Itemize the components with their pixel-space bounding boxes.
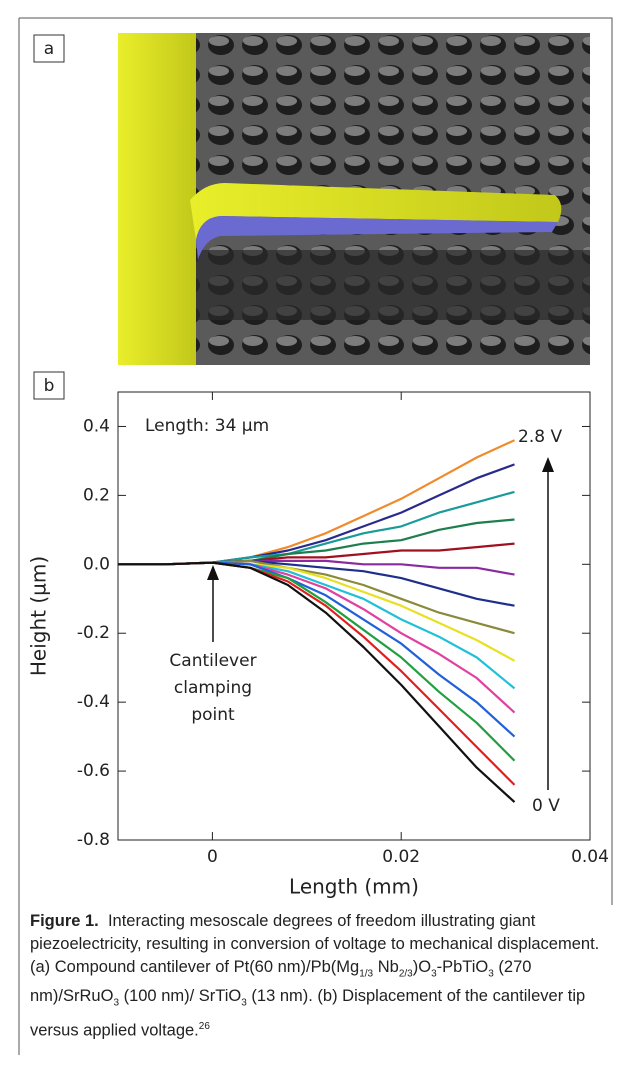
- annotation: point: [191, 705, 235, 725]
- panel-b-label: b: [33, 371, 65, 400]
- x-tick-label: 0.02: [382, 847, 420, 867]
- caption-sub: 1/3: [359, 968, 374, 980]
- sem-image: [118, 33, 590, 365]
- panel-label: b: [44, 376, 55, 396]
- caption-text: Nb: [373, 958, 399, 976]
- caption-label: Figure 1.: [30, 912, 99, 930]
- y-tick-label: -0.2: [77, 623, 110, 643]
- y-tick-label: -0.6: [77, 761, 110, 781]
- annotation: Length: 34 µm: [145, 416, 269, 436]
- caption-text: Interacting mesoscale degrees of freedom…: [30, 912, 600, 976]
- caption-sub: 3: [431, 968, 437, 980]
- caption: Figure 1. Interacting mesoscale degrees …: [30, 910, 602, 1042]
- y-axis-label: Height (µm): [27, 556, 51, 676]
- caption-text: -PbTiO: [436, 958, 489, 976]
- data-line: [118, 561, 516, 738]
- y-tick-label: -0.8: [77, 830, 110, 850]
- caption-text: (100 nm)/ SrTiO: [119, 987, 242, 1006]
- y-tick-label: 0.2: [83, 485, 110, 505]
- data-line: [118, 561, 516, 803]
- y-tick-label: -0.4: [77, 692, 110, 712]
- x-tick-label: 0: [207, 847, 218, 867]
- annotation: clamping: [174, 678, 252, 698]
- caption-ref: 26: [198, 1020, 210, 1032]
- x-axis-label: Length (mm): [289, 875, 419, 899]
- x-tick-label: 0.04: [571, 847, 609, 867]
- annotation: Cantilever: [169, 651, 256, 671]
- caption-sub: 3: [241, 997, 247, 1009]
- plot-frame: [117, 391, 591, 841]
- annotation: 2.8 V: [518, 427, 562, 447]
- data-line: [118, 490, 515, 566]
- caption-text: )O: [412, 958, 432, 976]
- frame: [18, 17, 613, 1055]
- annotation: 0 V: [532, 796, 560, 816]
- arrows: [207, 457, 554, 790]
- caption-text: (270 nm)/SrRuO: [30, 958, 532, 1006]
- caption-text: (13 nm). (b) Displacement of the cantile…: [30, 987, 586, 1040]
- panel-label: a: [44, 39, 54, 59]
- panel-a-label: a: [33, 34, 65, 63]
- caption-sub: 3: [488, 968, 494, 980]
- caption-sub: 3: [113, 997, 119, 1009]
- plot: -0.8 -0.6 -0.4 -0.2 0.0 0.2 0.4 0 0.02 0.04: [77, 392, 609, 867]
- y-tick-label: 0.0: [83, 554, 110, 574]
- caption-sub: 2/3: [398, 968, 413, 980]
- y-tick-label: 0.4: [83, 416, 110, 436]
